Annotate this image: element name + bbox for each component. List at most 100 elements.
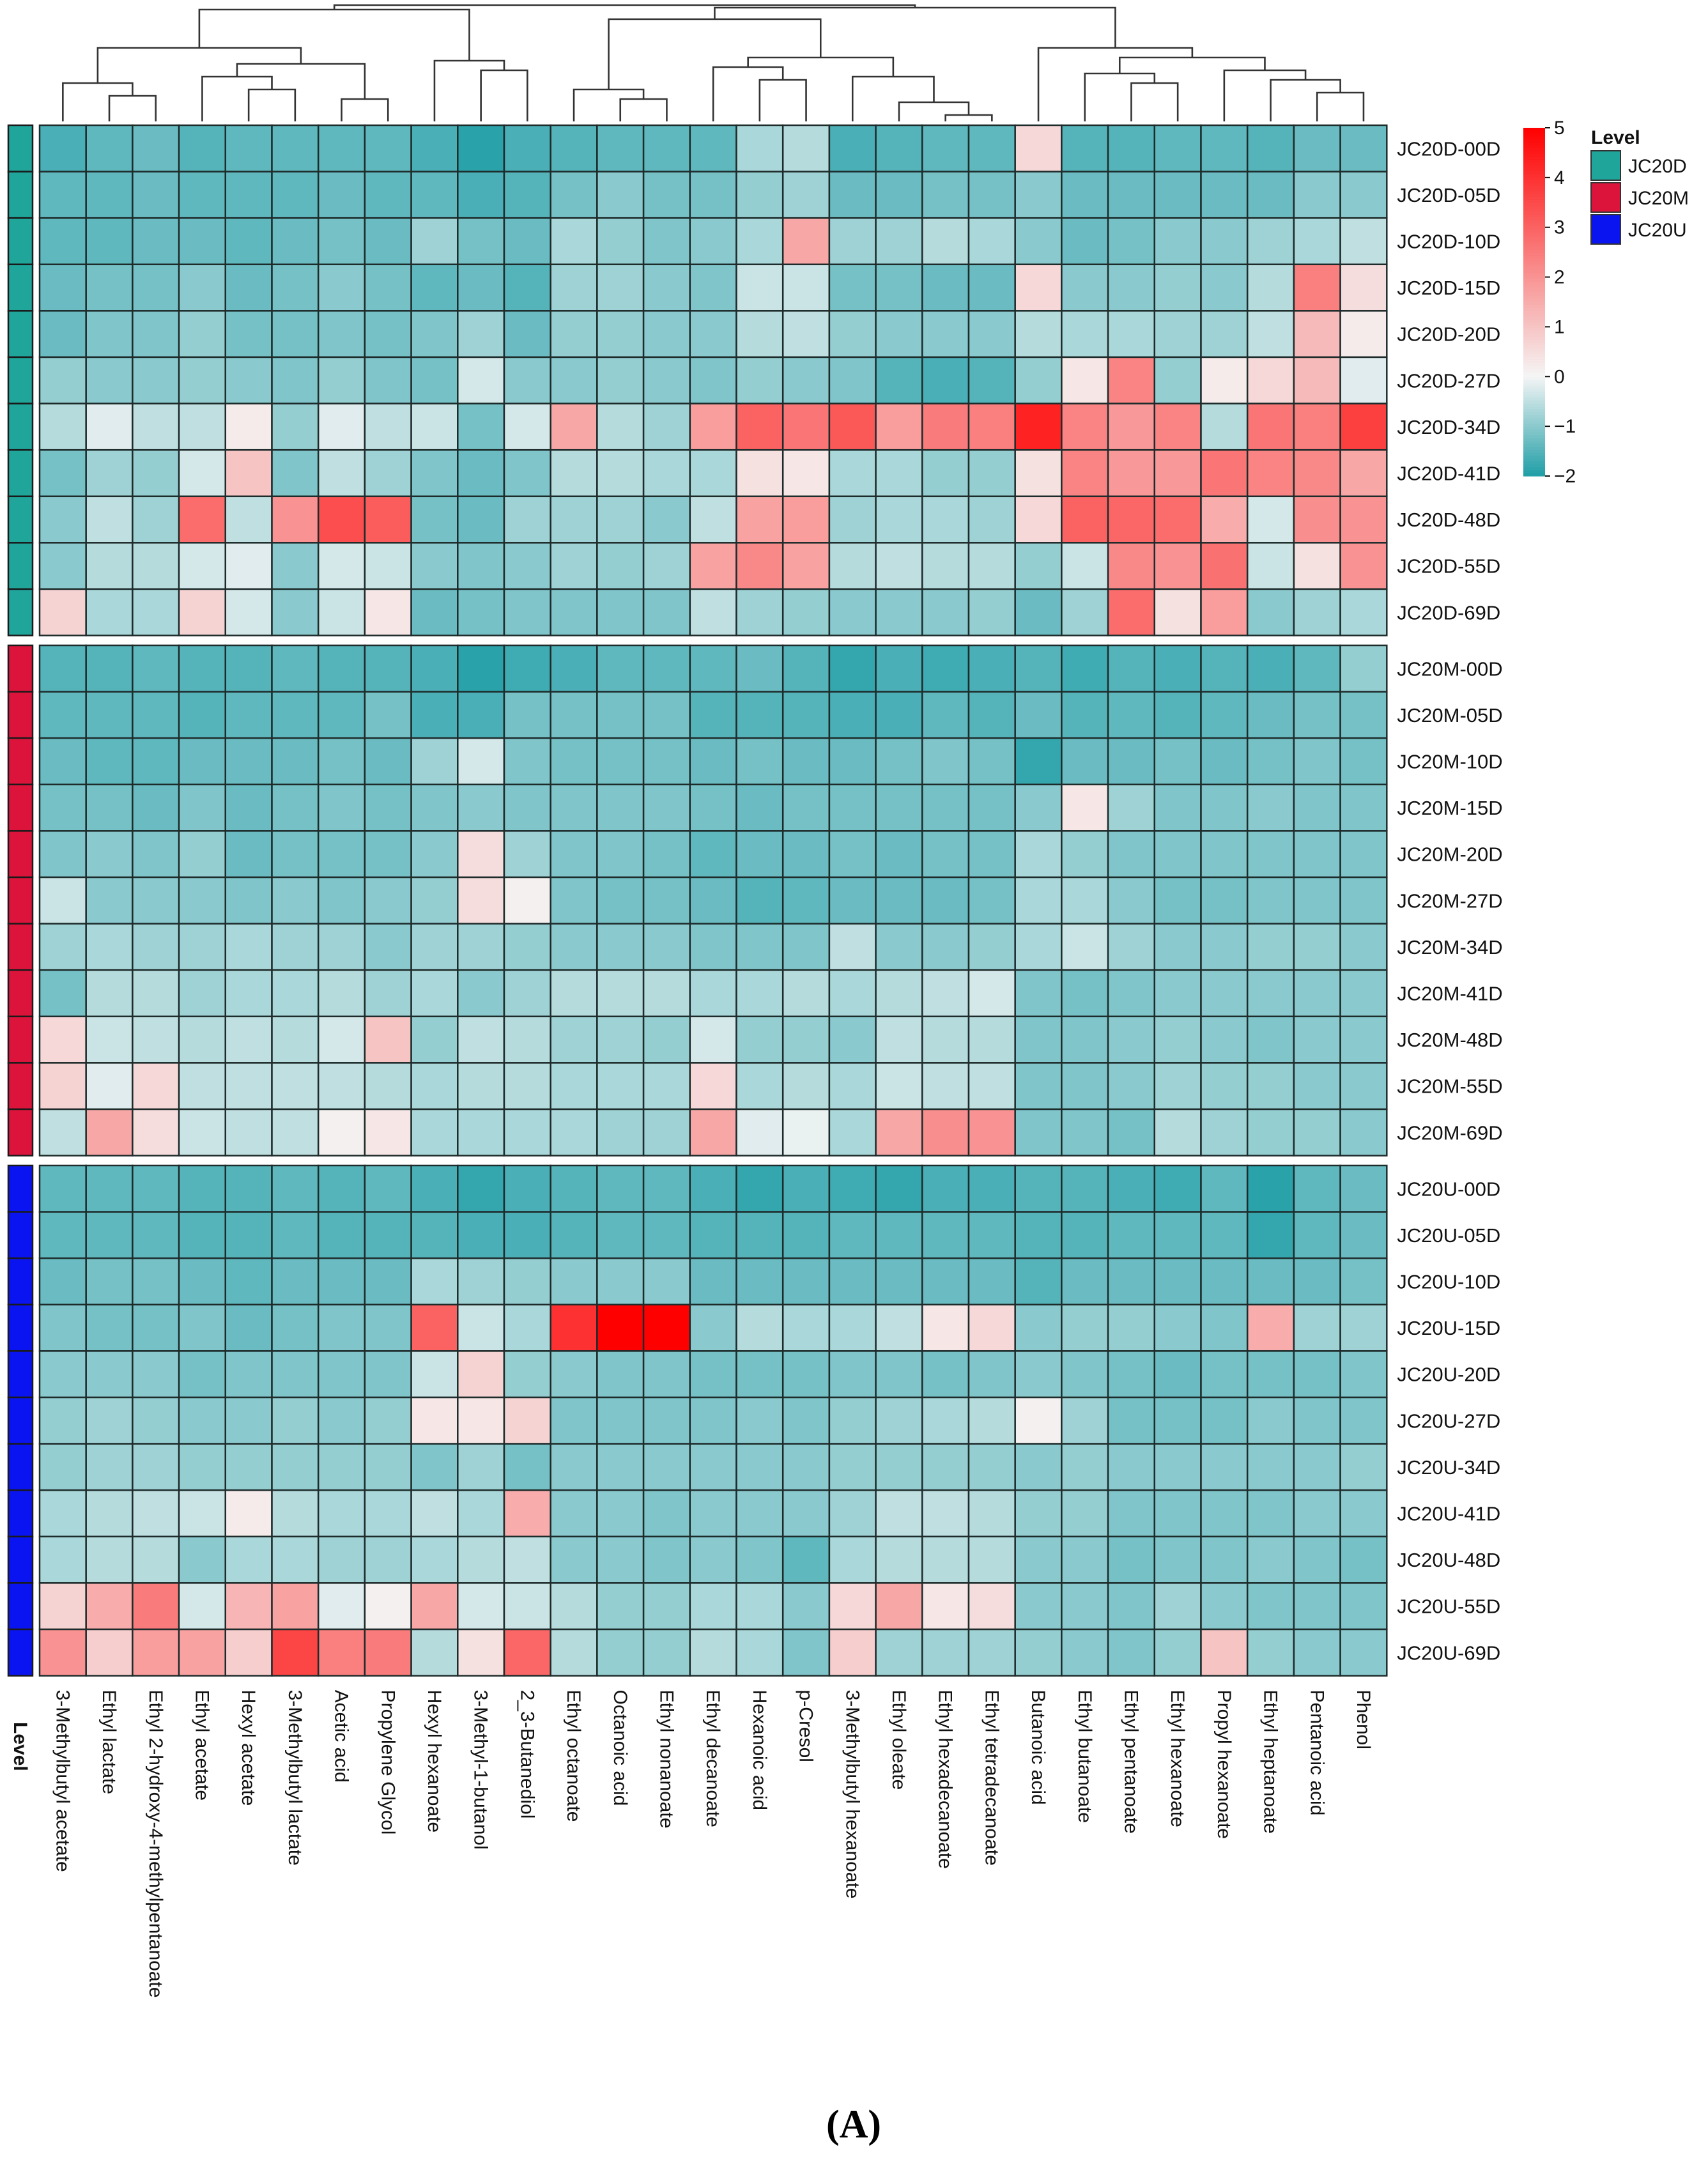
color-scale-step bbox=[1523, 151, 1545, 155]
heatmap-cell bbox=[317, 1062, 366, 1111]
heatmap-cell bbox=[781, 124, 831, 173]
heatmap-cell bbox=[503, 1489, 551, 1538]
color-scale-step bbox=[1523, 203, 1545, 207]
heatmap-cell bbox=[596, 356, 645, 404]
heatmap-cell bbox=[1293, 876, 1341, 925]
heatmap-cell bbox=[38, 1582, 87, 1631]
heatmap-cell bbox=[271, 783, 319, 832]
heatmap-cell bbox=[596, 1443, 645, 1491]
color-scale-step bbox=[1523, 290, 1545, 294]
heatmap-cell bbox=[875, 495, 923, 544]
row-label: JC20U-34D bbox=[1397, 1456, 1500, 1479]
heatmap-cell bbox=[457, 263, 505, 312]
heatmap-cell bbox=[1061, 1396, 1109, 1445]
heatmap-cell bbox=[1246, 1257, 1295, 1306]
heatmap-cell bbox=[38, 588, 87, 636]
heatmap-cell bbox=[967, 783, 1016, 832]
heatmap-cell bbox=[132, 1628, 180, 1677]
heatmap-cell bbox=[38, 124, 87, 173]
heatmap-cell bbox=[132, 1211, 180, 1259]
heatmap-cell bbox=[1339, 1015, 1388, 1064]
heatmap-cell bbox=[132, 691, 180, 739]
heatmap-cell bbox=[178, 495, 227, 544]
heatmap-cell bbox=[85, 217, 134, 266]
annotation-cell-JC20U-41D bbox=[7, 1489, 34, 1538]
heatmap-cell bbox=[1246, 737, 1295, 786]
level-legend-label: JC20D bbox=[1628, 156, 1687, 177]
color-scale-step bbox=[1523, 470, 1545, 474]
heatmap-cell bbox=[1200, 263, 1249, 312]
heatmap-cell bbox=[178, 1396, 227, 1445]
color-scale-step bbox=[1523, 162, 1545, 166]
heatmap-cell bbox=[1339, 1535, 1388, 1584]
heatmap-cell bbox=[596, 1489, 645, 1538]
heatmap-cell bbox=[828, 1108, 877, 1157]
color-scale-step bbox=[1523, 270, 1545, 273]
heatmap-cell bbox=[1014, 171, 1063, 219]
heatmap-cell bbox=[1014, 1211, 1063, 1259]
heatmap-cell bbox=[224, 1489, 273, 1538]
color-scale-step bbox=[1523, 243, 1545, 247]
heatmap-cell bbox=[132, 969, 180, 1018]
heatmap-cell bbox=[1246, 1628, 1295, 1677]
heatmap-cell bbox=[921, 1211, 970, 1259]
heatmap-cell bbox=[967, 1582, 1016, 1631]
heatmap-cell bbox=[317, 310, 366, 358]
color-scale-step bbox=[1523, 157, 1545, 160]
heatmap-cell bbox=[1014, 310, 1063, 358]
row-label: JC20M-00D bbox=[1397, 657, 1502, 680]
color-scale-step bbox=[1523, 305, 1545, 309]
heatmap-cell bbox=[921, 1350, 970, 1399]
heatmap-cell bbox=[735, 1303, 784, 1352]
heatmap-cell bbox=[781, 783, 831, 832]
heatmap-cell bbox=[1107, 876, 1156, 925]
heatmap-cell bbox=[1293, 1211, 1341, 1259]
heatmap-cell bbox=[317, 217, 366, 266]
heatmap-cell bbox=[457, 737, 505, 786]
heatmap-cell bbox=[317, 588, 366, 636]
color-scale-step bbox=[1523, 153, 1545, 158]
heatmap-cell bbox=[596, 1396, 645, 1445]
heatmap-cell bbox=[1200, 923, 1249, 971]
heatmap-cell bbox=[1200, 495, 1249, 544]
heatmap-cell bbox=[38, 1257, 87, 1306]
heatmap-cell bbox=[1153, 356, 1202, 404]
heatmap-cell bbox=[38, 923, 87, 971]
heatmap-cell bbox=[1014, 356, 1063, 404]
heatmap-cell bbox=[967, 830, 1016, 879]
heatmap-cell bbox=[967, 923, 1016, 971]
heatmap-cell bbox=[1153, 923, 1202, 971]
heatmap-cell bbox=[224, 171, 273, 219]
heatmap-cell bbox=[503, 1628, 551, 1677]
heatmap-cell bbox=[828, 588, 877, 636]
heatmap-cell bbox=[596, 588, 645, 636]
heatmap-cell bbox=[224, 1108, 273, 1157]
heatmap-cell bbox=[1107, 1108, 1156, 1157]
heatmap-cell bbox=[689, 1164, 737, 1213]
heatmap-cell bbox=[921, 403, 970, 451]
annotation-cell-JC20D-27D bbox=[7, 356, 34, 404]
heatmap-cell bbox=[689, 783, 737, 832]
heatmap-cell bbox=[503, 310, 551, 358]
heatmap-cell bbox=[503, 1015, 551, 1064]
heatmap-cell bbox=[503, 1443, 551, 1491]
heatmap-cell bbox=[689, 356, 737, 404]
color-scale-step bbox=[1523, 261, 1545, 265]
heatmap-cell bbox=[642, 691, 691, 739]
heatmap-cell bbox=[735, 923, 784, 971]
heatmap-cell bbox=[875, 644, 923, 693]
heatmap-cell bbox=[364, 542, 412, 590]
heatmap-cell bbox=[967, 1443, 1016, 1491]
heatmap-cell bbox=[1200, 588, 1249, 636]
heatmap-cell bbox=[875, 1108, 923, 1157]
heatmap-cell bbox=[1200, 124, 1249, 173]
heatmap-cell bbox=[132, 124, 180, 173]
heatmap-cell bbox=[1107, 1211, 1156, 1259]
heatmap-cell bbox=[364, 1535, 412, 1584]
heatmap-cell bbox=[1153, 1489, 1202, 1538]
heatmap-cell bbox=[875, 969, 923, 1018]
row-label: JC20M-15D bbox=[1397, 797, 1502, 819]
color-scale-step bbox=[1523, 267, 1545, 271]
heatmap-cell bbox=[967, 403, 1016, 451]
heatmap-cell bbox=[596, 1582, 645, 1631]
